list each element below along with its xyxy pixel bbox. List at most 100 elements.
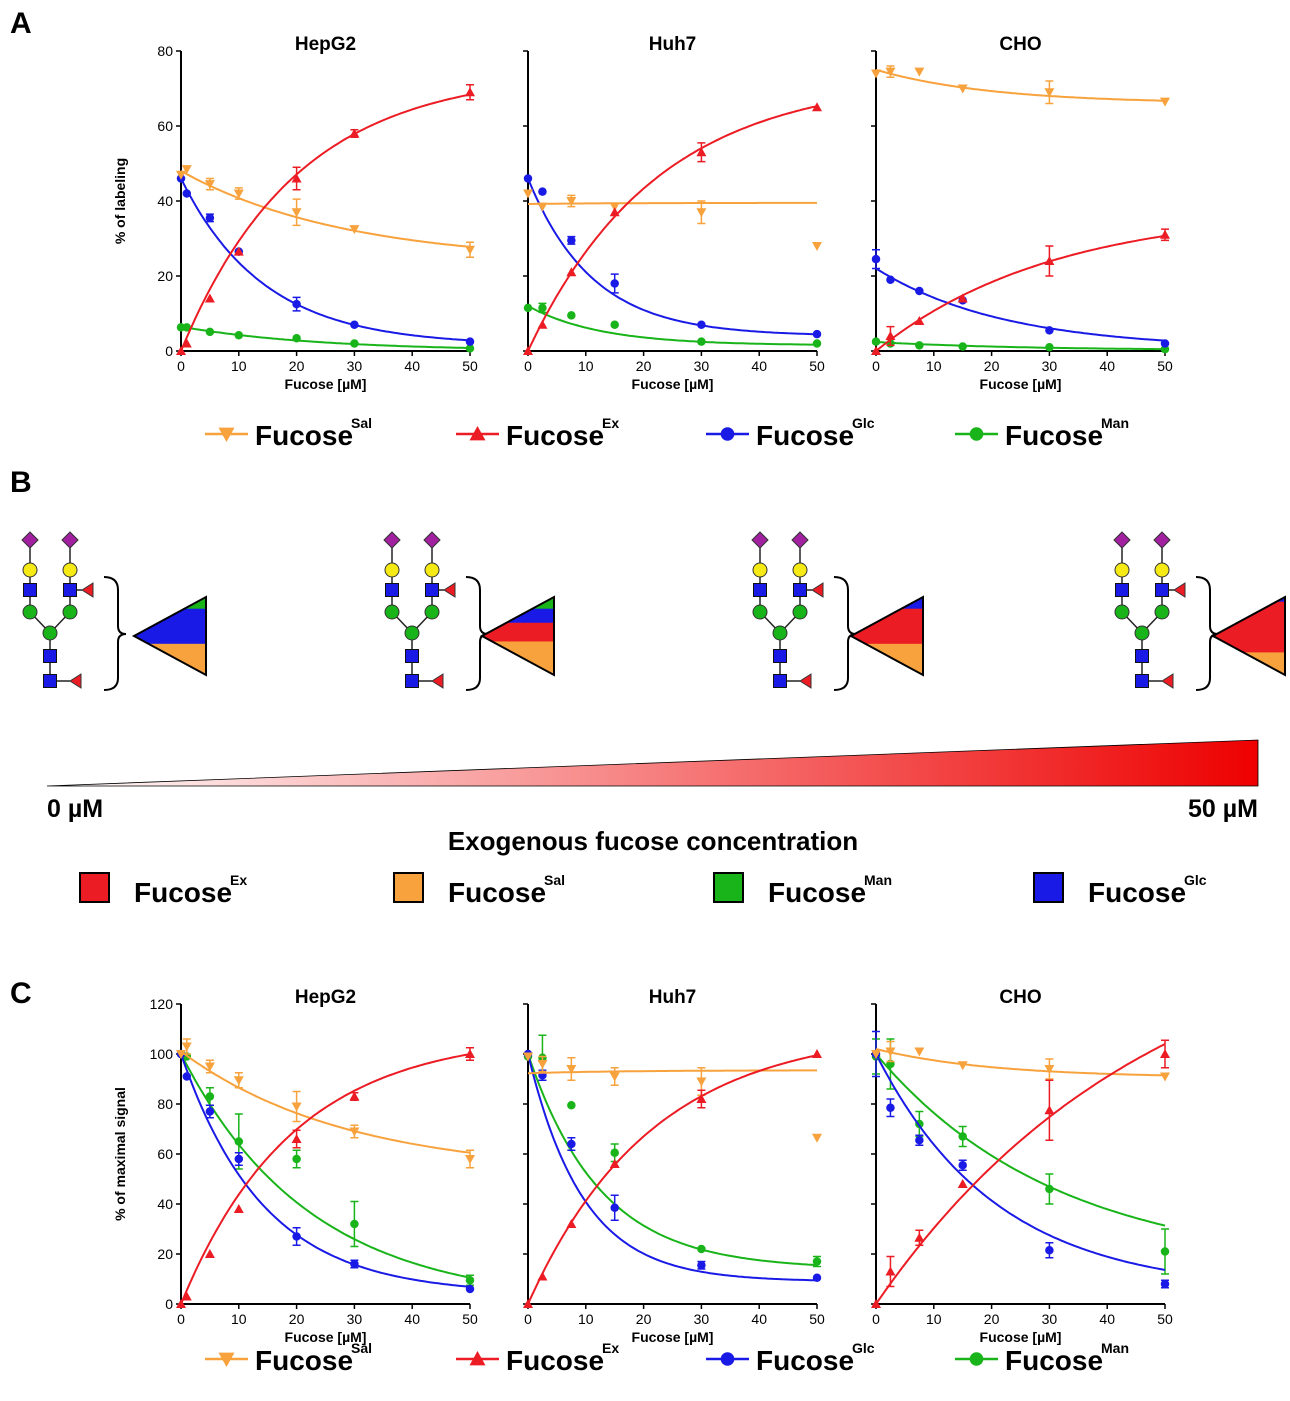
data-point-glc <box>350 1259 359 1269</box>
gradient-end-label: 50 µM <box>1188 795 1258 823</box>
x-tick-label: 30 <box>1042 1311 1058 1327</box>
x-axis-title: Fucose [µM] <box>285 376 367 392</box>
series-ex <box>523 102 822 355</box>
y-tick-label: 100 <box>150 1046 174 1062</box>
galactose-icon <box>62 562 78 578</box>
y-tick-label: 60 <box>157 1146 173 1162</box>
data-point-ex <box>523 1299 533 1308</box>
fucose-icon <box>69 673 82 689</box>
mannose-icon <box>1154 604 1170 620</box>
color-legend-label: Fucose <box>134 877 232 908</box>
mannose-icon <box>1114 604 1130 620</box>
glcnac-icon <box>385 583 399 597</box>
data-point-ex <box>566 1219 577 1228</box>
series-ex <box>871 228 1170 355</box>
data-point-glc <box>350 320 359 329</box>
triangle-band-sal <box>482 641 554 675</box>
data-point-sal <box>914 67 925 77</box>
data-point-glc <box>812 1273 822 1282</box>
data-point-ex <box>523 346 533 355</box>
composition-triangle <box>131 595 207 677</box>
data-point-ex <box>204 293 215 303</box>
glycan-structure <box>383 531 489 691</box>
x-tick-label: 20 <box>984 358 1000 374</box>
fit-curve-ex <box>875 1043 1166 1305</box>
x-tick-label: 50 <box>1157 1311 1173 1327</box>
composition-triangle <box>848 595 924 677</box>
fit-curve-glc <box>180 178 471 342</box>
data-point-glc <box>915 1136 924 1145</box>
chart-title: HepG2 <box>295 34 356 55</box>
triangle-band-ex <box>1213 601 1285 653</box>
data-point-sal <box>566 197 577 206</box>
y-tick-label: 60 <box>157 118 173 134</box>
data-point-glc <box>538 187 547 196</box>
glcnac-icon <box>1115 583 1129 597</box>
panel-letter-a: A <box>10 7 32 40</box>
data-point-sal <box>176 170 186 180</box>
color-legend-superscript: Glc <box>1184 872 1207 888</box>
data-point-sal <box>696 208 707 218</box>
series-man <box>176 1049 475 1286</box>
chart-title: HepG2 <box>295 987 356 1008</box>
series-man <box>523 302 822 348</box>
x-tick-label: 40 <box>1099 1311 1115 1327</box>
legend-marker-man <box>969 1352 984 1366</box>
data-point-ex <box>696 147 707 157</box>
galactose-icon <box>384 562 400 578</box>
triangle-band-sal <box>134 643 206 675</box>
x-tick-label: 10 <box>926 1311 942 1327</box>
fucose-icon <box>443 582 456 598</box>
fit-curve-sal <box>528 201 817 205</box>
series-ex <box>176 84 475 355</box>
data-point-ex <box>465 1049 475 1058</box>
series-glc <box>523 174 822 339</box>
x-tick-label: 10 <box>578 358 594 374</box>
data-point-ex <box>465 87 475 97</box>
glcnac-icon <box>793 583 807 597</box>
chart-title: Huh7 <box>649 34 697 55</box>
data-point-ex <box>176 346 186 355</box>
x-tick-label: 40 <box>751 1311 767 1327</box>
data-point-sal <box>349 1127 360 1137</box>
x-tick-label: 0 <box>872 358 880 374</box>
series-sal <box>871 1040 1170 1082</box>
glcnac-icon <box>773 674 787 688</box>
galactose-icon <box>424 562 440 578</box>
data-point-ex <box>812 1049 822 1058</box>
x-tick-label: 20 <box>636 358 652 374</box>
data-point-man <box>205 1092 215 1101</box>
glcnac-icon <box>23 583 37 597</box>
series-glc <box>523 1049 822 1282</box>
triangle-outline <box>131 595 207 677</box>
legend-marker-ex <box>469 426 486 441</box>
data-point-man <box>465 344 475 353</box>
fit-curve-man <box>527 1053 818 1267</box>
data-point-man <box>465 1276 475 1285</box>
data-point-glc <box>958 1161 967 1170</box>
triangle-band-glc <box>134 608 206 645</box>
data-point-sal <box>871 69 881 79</box>
data-point-sal <box>1160 1072 1170 1082</box>
data-point-sal <box>204 180 215 190</box>
color-legend-label: Fucose <box>448 877 546 908</box>
x-tick-label: 20 <box>289 358 305 374</box>
x-tick-label: 0 <box>524 1311 532 1327</box>
fit-curve-man <box>180 325 470 349</box>
x-tick-label: 50 <box>462 1311 478 1327</box>
galactose-icon <box>1114 562 1130 578</box>
x-tick-label: 10 <box>578 1311 594 1327</box>
x-tick-label: 0 <box>177 1311 185 1327</box>
chart-a-huh7: 0 10 20 30 40 50 Fucose [µM] Huh7 <box>523 34 825 392</box>
sialic-acid-icon <box>383 531 401 549</box>
glcnac-icon <box>425 583 439 597</box>
x-axis-title: Fucose [µM] <box>632 1329 714 1345</box>
triangle-band-glc <box>1213 597 1285 603</box>
fucose-icon <box>431 673 444 689</box>
